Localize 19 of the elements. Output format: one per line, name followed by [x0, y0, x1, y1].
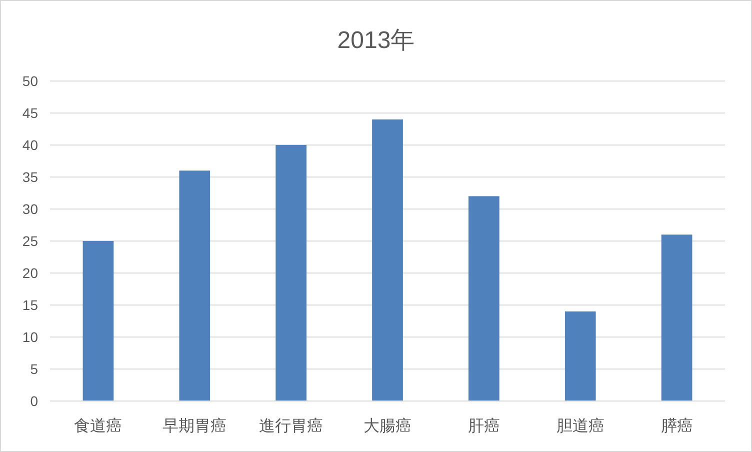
x-tick-label: 膵癌 [660, 417, 693, 435]
x-tick-label: 大腸癌 [364, 417, 412, 435]
y-tick-label: 45 [22, 105, 38, 121]
x-tick-label: 肝癌 [468, 417, 500, 435]
chart-title: 2013年 [337, 27, 415, 54]
y-tick-label: 20 [22, 265, 38, 281]
x-tick-label: 早期胃癌 [162, 417, 227, 435]
y-tick-label: 50 [22, 73, 38, 89]
y-tick-label: 10 [22, 329, 38, 345]
y-tick-label: 40 [22, 137, 38, 153]
x-tick-label: 進行胃癌 [259, 417, 324, 435]
y-tick-label: 15 [22, 297, 38, 313]
y-tick-label: 30 [22, 201, 38, 217]
x-tick-label: 胆道癌 [556, 417, 604, 435]
y-tick-label: 35 [22, 169, 38, 185]
x-tick-label: 食道癌 [74, 417, 122, 435]
y-tick-label: 5 [30, 361, 38, 377]
y-tick-label: 0 [30, 393, 38, 409]
y-tick-label: 25 [22, 233, 38, 249]
